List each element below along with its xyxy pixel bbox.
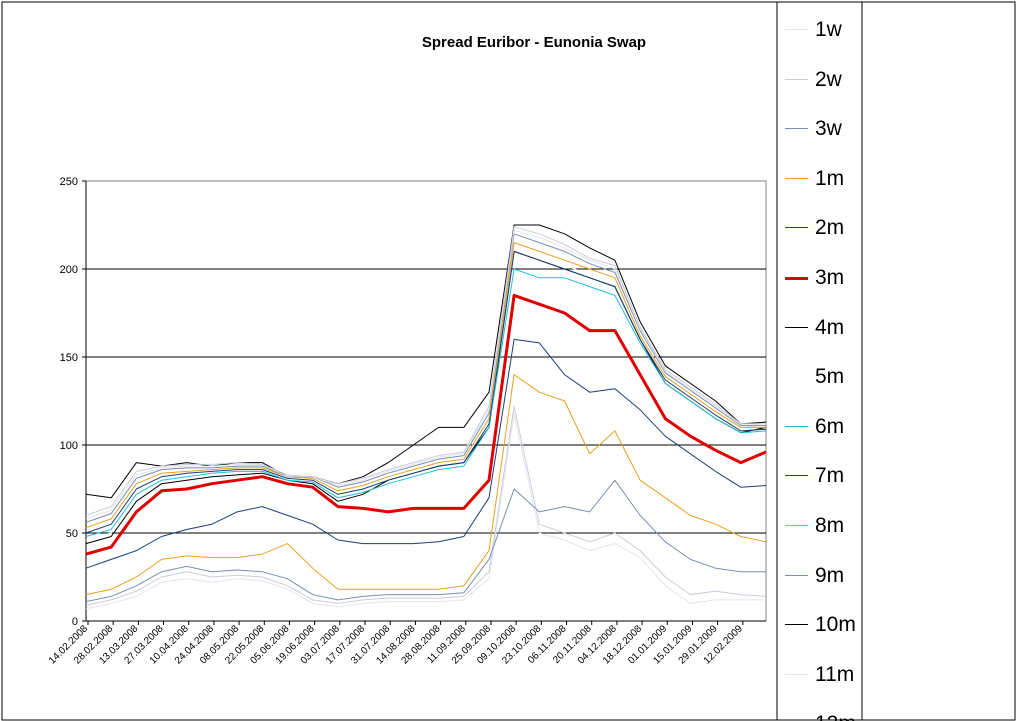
legend-entry-3w: 3w: [777, 104, 861, 153]
legend-swatch: [785, 277, 808, 280]
y-tick-label: 100: [60, 440, 78, 452]
legend-swatch: [785, 475, 808, 477]
legend-label: 4m: [815, 315, 845, 339]
y-tick-label: 50: [66, 528, 78, 540]
legend-swatch: [785, 574, 808, 576]
legend-entry-3m: 3m: [777, 253, 861, 302]
legend-entry-12m: 12m: [777, 699, 861, 721]
legend-entry-6m: 6m: [777, 402, 861, 451]
legend-label: 5m: [815, 365, 845, 389]
legend-entry-1m: 1m: [777, 154, 861, 203]
legend-label: 2w: [815, 67, 842, 91]
legend-swatch: [785, 78, 808, 80]
series-line-8m: [85, 242, 766, 529]
legend-label: 12m: [815, 712, 856, 721]
y-tick-label: 250: [60, 176, 78, 188]
legend-swatch: [785, 673, 808, 675]
series-line-1m: [85, 374, 767, 596]
legend: 1w 2w 3w 1m 2m 3m 4m 5m 6m 7m 8m 9m 10m 11m 12m: [777, 5, 861, 721]
legend-swatch: [785, 376, 808, 378]
legend-swatch: [785, 128, 808, 130]
legend-label: 9m: [815, 563, 845, 587]
legend-label: 2m: [815, 216, 845, 240]
legend-entry-10m: 10m: [777, 600, 861, 649]
legend-label: 1w: [815, 18, 842, 41]
series-line-12m: [85, 226, 766, 516]
legend-entry-4m: 4m: [777, 303, 861, 352]
legend-label: 11m: [815, 662, 855, 686]
series-line-3w: [85, 479, 766, 603]
series-line-9m: [85, 233, 766, 523]
y-tick-label: 0: [72, 616, 78, 628]
legend-label: 7m: [815, 464, 845, 488]
legend-label: 3m: [815, 266, 845, 289]
series-line-6m: [85, 268, 767, 537]
legend-swatch: [785, 29, 808, 30]
series-line-3m: [85, 293, 767, 556]
legend-swatch: [785, 624, 808, 626]
legend-entry-9m: 9m: [777, 551, 861, 600]
chart-title: Spread Euribor - Eunonia Swap: [422, 34, 646, 51]
legend-swatch: [785, 525, 808, 526]
series-line-2m: [85, 338, 767, 569]
legend-swatch: [785, 425, 808, 427]
legend-swatch: [785, 227, 808, 229]
legend-swatch: [785, 177, 808, 179]
legend-entry-5m: 5m: [777, 352, 861, 401]
legend-entry-2m: 2m: [777, 203, 861, 252]
legend-entry-11m: 11m: [777, 650, 861, 699]
legend-label: 8m: [815, 514, 845, 537]
y-tick-label: 200: [60, 264, 78, 276]
legend-entry-2w: 2w: [777, 55, 861, 104]
y-tick-label: 150: [60, 352, 78, 364]
series-line-2w: [85, 405, 767, 606]
legend-label: 6m: [815, 414, 845, 438]
legend-entry-1w: 1w: [777, 5, 861, 54]
series-line-11m: [85, 229, 766, 520]
series-line-1w: [85, 412, 766, 610]
series-line-7m: [85, 250, 767, 534]
legend-entry-8m: 8m: [777, 501, 861, 550]
legend-label: 1m: [815, 166, 845, 190]
legend-entry-7m: 7m: [777, 451, 861, 500]
legend-label: 10m: [815, 613, 856, 637]
legend-swatch: [785, 326, 808, 328]
legend-label: 3w: [815, 117, 842, 141]
